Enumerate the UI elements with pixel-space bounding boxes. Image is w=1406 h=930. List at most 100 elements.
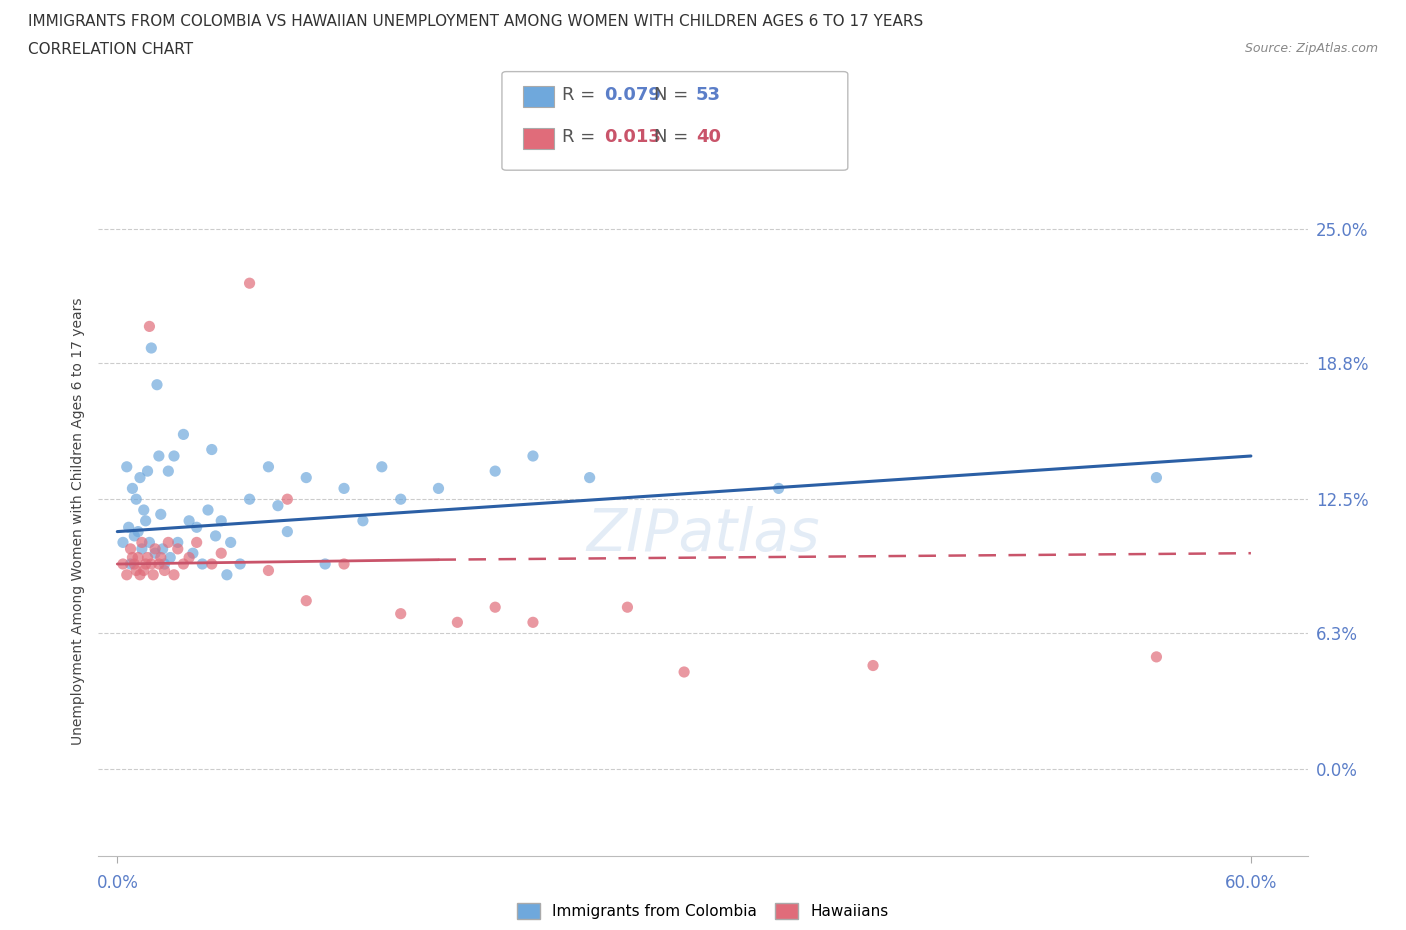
Point: [138, 535, 160, 550]
Point: [172, 427, 194, 442]
Point: [136, 550, 159, 565]
Point: [127, 550, 149, 565]
Point: [352, 513, 374, 528]
Point: [333, 481, 356, 496]
Point: [1146, 471, 1168, 485]
Point: [138, 319, 160, 334]
Point: [148, 556, 170, 571]
Point: [146, 378, 169, 392]
Point: [115, 567, 138, 582]
Point: [121, 481, 143, 496]
Point: [267, 498, 290, 513]
Y-axis label: Unemployment Among Women with Children Ages 6 to 17 years: Unemployment Among Women with Children A…: [70, 297, 84, 745]
Point: [124, 528, 146, 543]
Point: [673, 665, 696, 680]
Text: Source: ZipAtlas.com: Source: ZipAtlas.com: [1244, 42, 1378, 55]
Point: [239, 276, 262, 291]
Point: [111, 535, 134, 550]
Point: [522, 615, 544, 630]
Point: [157, 535, 180, 550]
Point: [522, 448, 544, 463]
Point: [191, 556, 214, 571]
Point: [121, 550, 143, 565]
Point: [143, 546, 166, 561]
Point: [314, 556, 336, 571]
Point: [120, 541, 142, 556]
Point: [153, 556, 176, 571]
Point: [276, 525, 298, 539]
Point: [141, 340, 163, 355]
Point: [257, 563, 280, 578]
Point: [333, 556, 356, 571]
Point: [111, 556, 134, 571]
Point: [1146, 649, 1168, 664]
Point: [115, 459, 138, 474]
Point: [276, 492, 298, 507]
Point: [257, 459, 280, 474]
Point: [862, 658, 884, 673]
Point: [446, 615, 468, 630]
Point: [159, 550, 181, 565]
Point: [132, 563, 155, 578]
Point: [186, 535, 208, 550]
Text: 40: 40: [696, 127, 721, 146]
Text: N =: N =: [654, 127, 693, 146]
Point: [229, 556, 252, 571]
Point: [163, 448, 186, 463]
Point: [172, 556, 194, 571]
Point: [295, 471, 318, 485]
Point: [142, 567, 165, 582]
Point: [201, 442, 224, 457]
Point: [127, 525, 149, 539]
Point: [389, 492, 412, 507]
Point: [204, 528, 226, 543]
Point: [181, 546, 204, 561]
Point: [197, 502, 219, 517]
Point: [148, 448, 170, 463]
Text: CORRELATION CHART: CORRELATION CHART: [28, 42, 193, 57]
Point: [131, 535, 153, 550]
Point: [484, 464, 506, 479]
Text: 0.079: 0.079: [605, 86, 661, 104]
Point: [389, 606, 412, 621]
Text: R =: R =: [562, 127, 602, 146]
Text: N =: N =: [654, 86, 693, 104]
Point: [578, 471, 600, 485]
Point: [141, 556, 163, 571]
Point: [219, 535, 242, 550]
Point: [124, 556, 146, 571]
Point: [149, 550, 172, 565]
Point: [484, 600, 506, 615]
Point: [616, 600, 638, 615]
Point: [163, 567, 186, 582]
Point: [136, 464, 159, 479]
Point: [152, 541, 174, 556]
Point: [125, 492, 148, 507]
Point: [179, 513, 201, 528]
Point: [129, 471, 152, 485]
Point: [129, 567, 152, 582]
Point: [239, 492, 262, 507]
Point: [768, 481, 790, 496]
Text: IMMIGRANTS FROM COLOMBIA VS HAWAIIAN UNEMPLOYMENT AMONG WOMEN WITH CHILDREN AGES: IMMIGRANTS FROM COLOMBIA VS HAWAIIAN UNE…: [28, 14, 924, 29]
Text: R =: R =: [562, 86, 602, 104]
Point: [135, 513, 157, 528]
Point: [215, 567, 238, 582]
Point: [132, 502, 155, 517]
Text: 53: 53: [696, 86, 721, 104]
Point: [118, 520, 141, 535]
Point: [143, 541, 166, 556]
Legend: Immigrants from Colombia, Hawaiians: Immigrants from Colombia, Hawaiians: [510, 897, 896, 925]
Point: [153, 563, 176, 578]
Text: ZIPatlas: ZIPatlas: [586, 506, 820, 563]
Point: [209, 513, 232, 528]
Point: [201, 556, 224, 571]
Point: [371, 459, 394, 474]
Point: [131, 541, 153, 556]
Point: [120, 556, 142, 571]
Point: [209, 546, 232, 561]
Point: [295, 593, 318, 608]
Point: [427, 481, 450, 496]
Point: [135, 556, 157, 571]
Point: [149, 507, 172, 522]
